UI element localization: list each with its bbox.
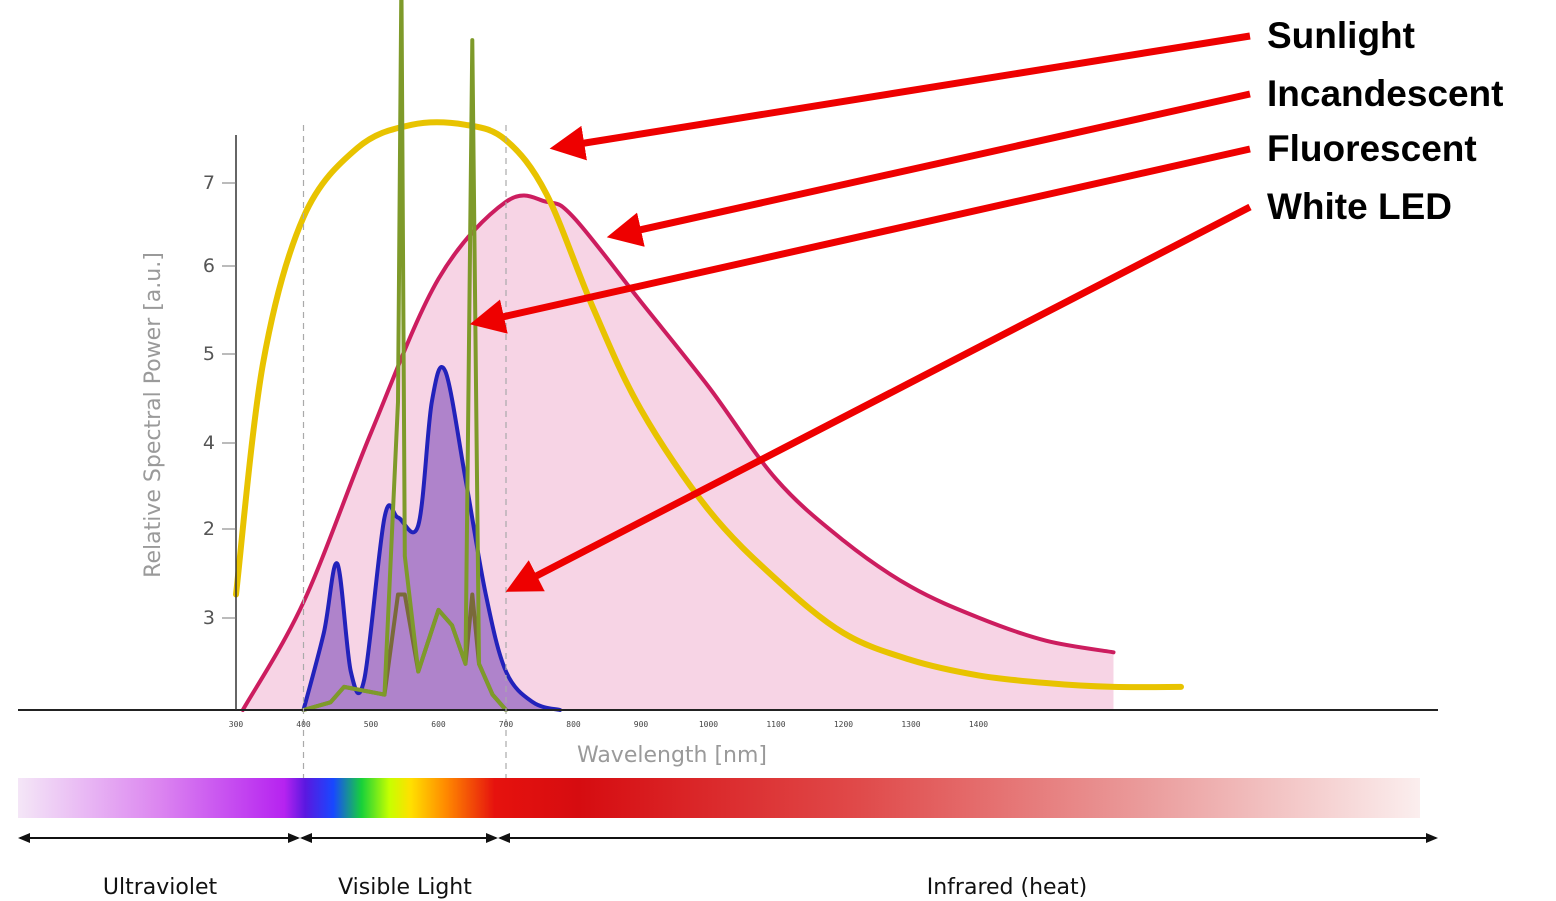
x-tick-label: 1200 [834, 720, 853, 729]
y-tick-label: 5 [203, 343, 215, 365]
sunlight-pointer-arrow [549, 32, 1251, 161]
white-led-line [301, 364, 562, 712]
x-tick-label: 1400 [969, 720, 988, 729]
y-tick-label: 4 [203, 432, 215, 454]
legend-label-incandescent: Incandescent [1267, 73, 1503, 114]
y-tick-label: 3 [203, 607, 215, 629]
white-led-fill [303, 366, 560, 710]
region-arrowhead [18, 833, 30, 843]
region-label-infrared-heat: Infrared (heat) [927, 875, 1088, 900]
x-tick-label: 600 [431, 720, 446, 729]
x-tick-label: 700 [499, 720, 514, 729]
x-tick-label: 1100 [766, 720, 785, 729]
y-axis-label: Relative Spectral Power [a.u.] [141, 252, 166, 578]
legend-label-white-led: White LED [1267, 186, 1452, 227]
y-tick-label: 2 [203, 518, 215, 540]
x-tick-label: 1000 [699, 720, 718, 729]
series-fills [242, 195, 1114, 712]
region-arrowhead [288, 833, 300, 843]
x-tick-label: 1300 [901, 720, 920, 729]
region-arrowhead [486, 833, 498, 843]
axes [18, 125, 1438, 780]
ticks: 300 400 500 600 700 800 900 1000 1100 1200 1300 140… [203, 172, 988, 729]
region-arrowhead [498, 833, 510, 843]
fluorescent-pointer-arrow [469, 145, 1251, 334]
sunlight-line [233, 119, 1184, 691]
y-tick-label: 6 [203, 255, 215, 277]
y-tick-label: 7 [203, 172, 215, 194]
x-axis-label: Wavelength [nm] [577, 743, 767, 768]
x-tick-label: 800 [566, 720, 581, 729]
region-markers: Ultraviolet Visible Light Infrared (heat) [18, 833, 1438, 900]
legend: Sunlight Incandescent Fluorescent White LED [469, 15, 1503, 592]
region-arrowhead [1426, 833, 1438, 843]
region-label-ultraviolet: Ultraviolet [103, 875, 218, 900]
x-tick-label: 900 [634, 720, 649, 729]
legend-label-sunlight: Sunlight [1267, 15, 1415, 56]
spectrum-bar [18, 778, 1420, 818]
legend-label-fluorescent: Fluorescent [1267, 128, 1477, 169]
region-arrowhead [300, 833, 312, 843]
fluorescent-line [301, 0, 508, 712]
x-tick-label: 400 [296, 720, 311, 729]
region-label-visible-light: Visible Light [338, 875, 472, 900]
x-tick-label: 500 [364, 720, 379, 729]
white-led-pointer-arrow [505, 203, 1252, 592]
incandescent-pointer-arrow [606, 90, 1251, 247]
incandescent-line [240, 193, 1116, 712]
series-lines [233, 0, 1184, 712]
x-tick-label: 300 [229, 720, 244, 729]
